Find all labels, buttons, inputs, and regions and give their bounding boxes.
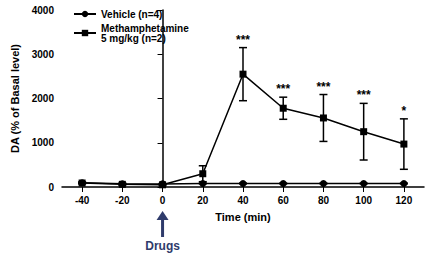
svg-text:Time (min): Time (min) <box>215 211 271 223</box>
svg-text:***: *** <box>357 88 371 102</box>
svg-text:***: *** <box>236 33 250 47</box>
svg-text:Methamphetamine: Methamphetamine <box>101 22 189 34</box>
svg-text:2000: 2000 <box>32 93 55 104</box>
svg-text:*: * <box>402 104 407 118</box>
svg-text:1000: 1000 <box>32 137 55 148</box>
svg-text:100: 100 <box>355 195 372 206</box>
svg-text:40: 40 <box>237 195 249 206</box>
svg-text:120: 120 <box>396 195 413 206</box>
svg-text:0: 0 <box>160 195 166 206</box>
svg-text:5 mg/kg (n=2): 5 mg/kg (n=2) <box>101 33 166 44</box>
svg-text:80: 80 <box>318 195 330 206</box>
svg-text:Vehicle (n=4): Vehicle (n=4) <box>101 9 162 20</box>
svg-text:0: 0 <box>48 182 54 193</box>
svg-text:DA (% of Basal level): DA (% of Basal level) <box>9 44 21 153</box>
svg-text:-20: -20 <box>115 195 130 206</box>
svg-text:3000: 3000 <box>32 49 55 60</box>
svg-text:20: 20 <box>197 195 209 206</box>
svg-text:4000: 4000 <box>32 5 55 16</box>
svg-text:***: *** <box>276 82 290 96</box>
svg-text:60: 60 <box>278 195 290 206</box>
svg-text:Drugs: Drugs <box>145 239 180 253</box>
svg-text:***: *** <box>316 80 330 94</box>
svg-text:-40: -40 <box>75 195 90 206</box>
